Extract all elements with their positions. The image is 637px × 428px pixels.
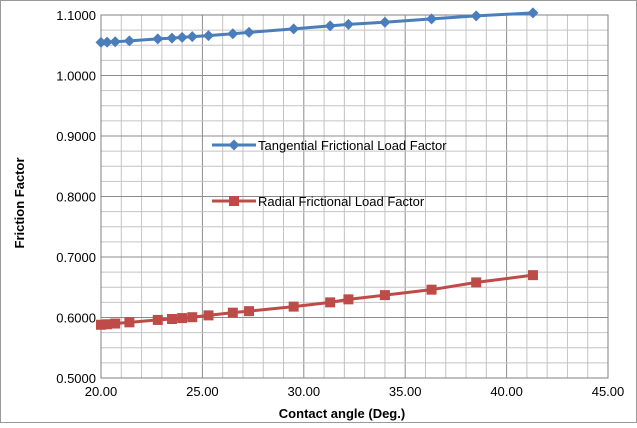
y-tick-label: 0.6000	[56, 311, 96, 326]
data-point	[177, 313, 188, 324]
legend-item-tangential: Tangential Frictional Load Factor	[212, 138, 447, 153]
data-point	[202, 30, 214, 42]
data-point	[470, 10, 482, 22]
y-tick-label: 0.9000	[56, 129, 96, 144]
data-point	[95, 36, 107, 48]
data-point	[102, 319, 113, 330]
legend: Tangential Frictional Load Factor Radial …	[212, 138, 447, 209]
y-tick-label: 0.8000	[56, 190, 96, 205]
data-point	[471, 277, 482, 288]
data-point	[288, 23, 300, 35]
plot-area-frame	[100, 14, 609, 379]
y-tick-label: 1.0000	[56, 69, 96, 84]
x-tick-label: 30.00	[288, 384, 321, 399]
data-point	[426, 284, 437, 295]
data-point	[124, 317, 135, 328]
data-point	[342, 18, 354, 30]
y-axis-ticks: 0.5000 0.6000 0.7000 0.8000 0.9000 1.0000 1.10…	[56, 8, 96, 386]
x-axis-label: Contact angle (Deg.)	[279, 406, 405, 421]
data-point	[244, 306, 255, 317]
data-point	[343, 294, 354, 305]
data-point	[379, 16, 391, 28]
x-axis-ticks: 20.00 25.00 30.00 35.00 40.00 45.00	[85, 384, 625, 399]
legend-label: Radial Frictional Load Factor	[258, 194, 425, 209]
data-point	[325, 297, 336, 308]
data-point	[186, 31, 198, 43]
data-point	[123, 35, 135, 47]
data-point	[176, 31, 188, 43]
data-point	[324, 20, 336, 32]
data-point	[527, 7, 539, 19]
data-point	[379, 290, 390, 301]
data-point	[166, 32, 178, 44]
data-point	[96, 319, 106, 330]
data-point	[110, 318, 121, 329]
x-tick-label: 25.00	[186, 384, 219, 399]
y-tick-label: 0.5000	[56, 371, 96, 386]
data-point	[152, 314, 163, 325]
y-tick-label: 1.1000	[56, 8, 96, 23]
data-point	[109, 36, 121, 48]
series-radial	[96, 270, 538, 330]
series-tangential	[95, 7, 539, 48]
data-point	[166, 314, 177, 325]
x-tick-label: 35.00	[389, 384, 422, 399]
data-point	[527, 270, 538, 281]
x-tick-label: 20.00	[85, 384, 118, 399]
data-point	[152, 33, 164, 45]
data-point	[227, 307, 238, 318]
data-point	[101, 36, 113, 48]
data-point	[426, 13, 438, 25]
y-tick-label: 0.7000	[56, 250, 96, 265]
legend-marker	[229, 196, 239, 206]
x-tick-label: 45.00	[592, 384, 625, 399]
data-point	[243, 26, 255, 38]
legend-item-radial: Radial Frictional Load Factor	[212, 194, 425, 209]
data-point	[288, 301, 299, 312]
legend-marker	[228, 139, 240, 151]
y-axis-label: Friction Factor	[12, 157, 27, 248]
data-point	[187, 312, 198, 323]
series-layer	[95, 7, 539, 330]
data-point	[203, 310, 214, 321]
data-point	[227, 28, 239, 40]
x-tick-label: 40.00	[490, 384, 523, 399]
legend-label: Tangential Frictional Load Factor	[258, 138, 447, 153]
